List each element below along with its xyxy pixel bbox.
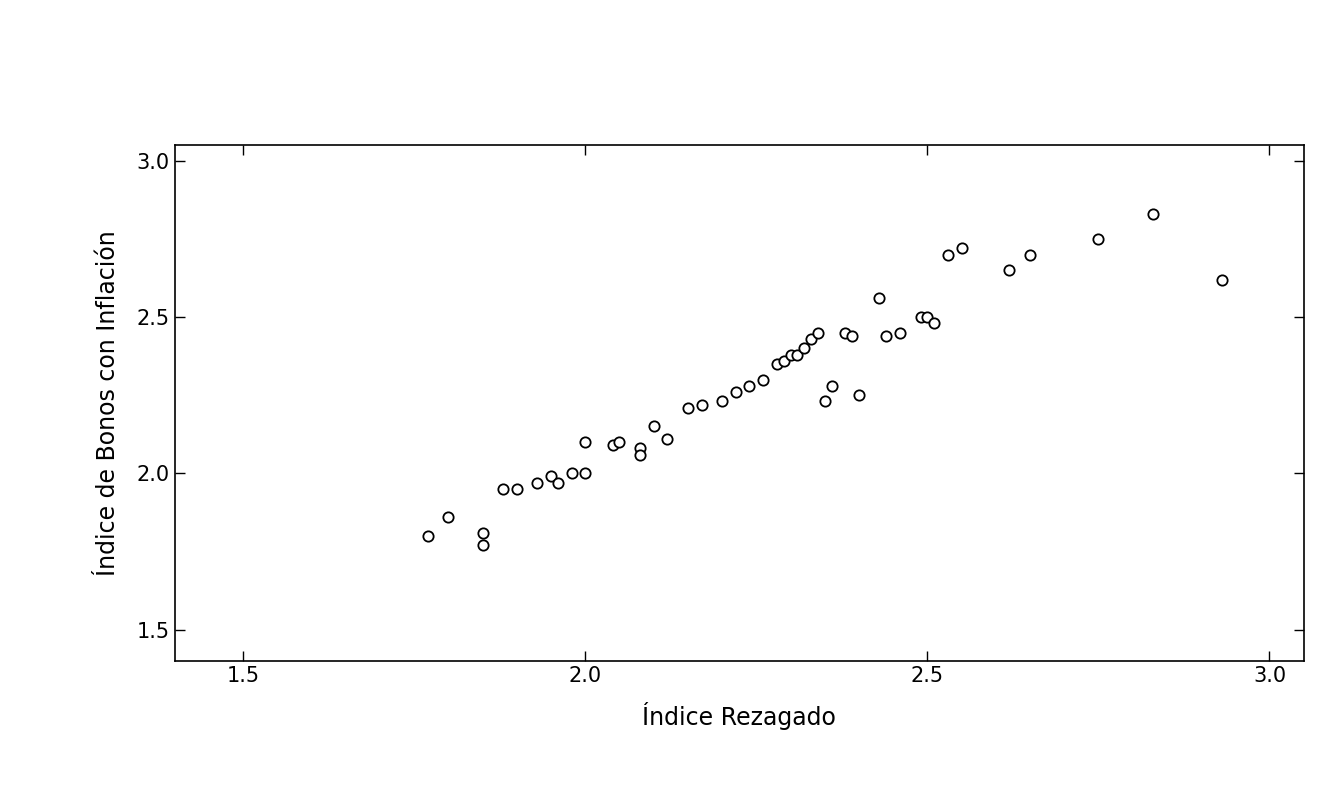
- Point: [821, 380, 843, 393]
- Point: [642, 420, 664, 433]
- Point: [547, 476, 569, 489]
- Point: [691, 398, 712, 411]
- Point: [800, 332, 821, 345]
- Point: [711, 395, 732, 408]
- Point: [602, 438, 624, 451]
- Point: [540, 470, 562, 483]
- Point: [890, 326, 911, 339]
- Point: [868, 292, 890, 305]
- Point: [560, 467, 582, 480]
- Point: [472, 538, 493, 551]
- Point: [1087, 232, 1109, 245]
- Point: [780, 348, 801, 361]
- Point: [574, 435, 595, 448]
- Point: [1019, 248, 1040, 261]
- Point: [492, 483, 513, 496]
- Point: [677, 401, 699, 414]
- Y-axis label: Índice de Bonos con Inflación: Índice de Bonos con Inflación: [95, 231, 120, 575]
- Point: [629, 448, 650, 461]
- Point: [773, 355, 794, 368]
- Point: [1211, 273, 1232, 286]
- Point: [875, 330, 896, 343]
- Point: [786, 348, 808, 361]
- Point: [507, 483, 528, 496]
- Point: [724, 385, 746, 398]
- Point: [1142, 207, 1164, 220]
- Point: [766, 358, 788, 371]
- Point: [574, 467, 595, 480]
- Point: [923, 317, 945, 330]
- Point: [848, 388, 870, 401]
- Point: [814, 395, 836, 408]
- Point: [808, 326, 829, 339]
- Point: [793, 342, 814, 355]
- Point: [438, 511, 460, 524]
- Point: [739, 380, 761, 393]
- Point: [472, 526, 493, 539]
- Point: [910, 310, 931, 323]
- Point: [629, 442, 650, 455]
- Point: [527, 476, 548, 489]
- Point: [657, 433, 679, 446]
- Point: [417, 530, 438, 542]
- Point: [917, 310, 938, 323]
- Point: [753, 373, 774, 386]
- Point: [835, 326, 856, 339]
- Point: [937, 248, 958, 261]
- X-axis label: Índice Rezagado: Índice Rezagado: [642, 703, 836, 730]
- Point: [841, 330, 863, 343]
- Point: [950, 242, 972, 255]
- Point: [999, 264, 1020, 276]
- Point: [609, 435, 630, 448]
